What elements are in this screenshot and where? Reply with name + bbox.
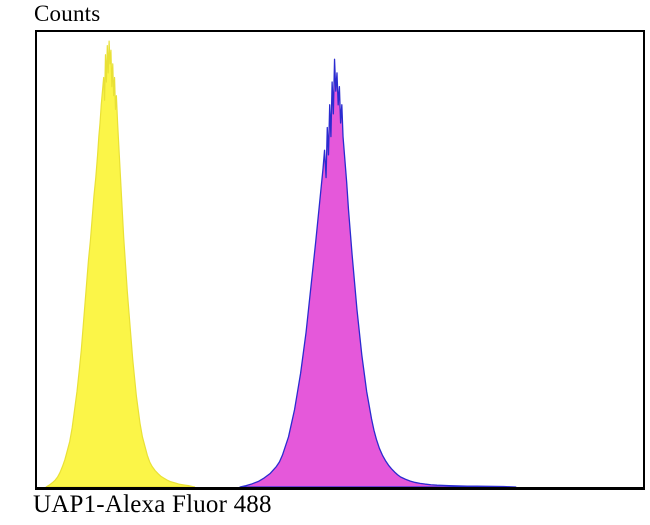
yellow-histogram (46, 41, 194, 487)
y-axis-label: Counts (34, 1, 101, 26)
plot-area (35, 30, 645, 490)
histogram-svg (37, 32, 643, 487)
magenta-histogram (240, 59, 516, 487)
x-axis-label: UAP1-Alexa Fluor 488 (33, 491, 272, 518)
